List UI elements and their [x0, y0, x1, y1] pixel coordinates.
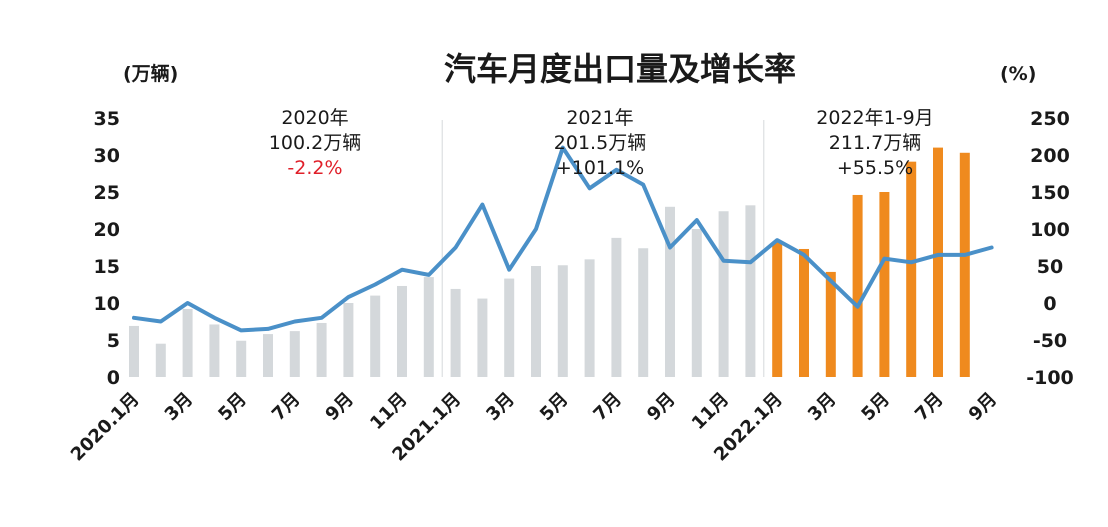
x-tick-label: 5月: [214, 389, 250, 425]
year-annotations: 2020年 100.2万辆 -2.2% 2021年 201.5万辆 +101.1% 2022…: [269, 107, 934, 179]
right-tick-label: -100: [1026, 367, 1074, 389]
x-tick-label: 9月: [965, 389, 1001, 425]
x-tick-label: 7月: [911, 389, 947, 425]
volume-bar: [691, 229, 702, 377]
volume-bar: [531, 266, 541, 377]
volume-bar: [129, 325, 139, 377]
annotation-growth: +55.5%: [837, 157, 913, 179]
volume-bar: [557, 265, 568, 377]
volume-bar: [665, 206, 675, 377]
x-tick-label: 9月: [643, 389, 679, 425]
right-axis-unit: (%): [1000, 63, 1036, 85]
annotation-growth-sign: +: [556, 157, 572, 179]
annotation-line: 211.7万辆: [829, 132, 921, 154]
volume-bar: [236, 340, 247, 377]
year-separators: [441, 120, 765, 377]
x-tick-label: 11月: [688, 389, 733, 434]
right-tick-label: 200: [1030, 145, 1070, 167]
left-tick-label: 15: [94, 256, 120, 278]
right-tick-label: 50: [1037, 256, 1063, 278]
x-tick-label: 5月: [536, 389, 572, 425]
volume-bar: [209, 324, 220, 377]
volume-bar: [825, 271, 836, 377]
growth-rate-line: [132, 145, 994, 333]
right-tick-label: 250: [1030, 108, 1070, 130]
annotation-growth-value: 101.1%: [572, 157, 644, 179]
volume-bar: [933, 147, 943, 377]
left-axis-ticks: 0 5 10 15 20 25 30 35: [94, 108, 120, 389]
volume-bar: [155, 343, 166, 377]
x-tick-label: 2020.1月: [67, 389, 144, 466]
left-tick-label: 10: [94, 293, 120, 315]
annotation-growth-value: 55.5%: [853, 157, 913, 179]
annotation-growth-sign: -: [287, 157, 294, 179]
volume-bar: [584, 259, 595, 377]
volume-bar: [504, 278, 515, 377]
right-tick-label: 0: [1043, 293, 1056, 315]
volume-bar: [772, 241, 783, 377]
left-tick-label: 5: [107, 330, 120, 352]
volume-bar: [182, 308, 193, 377]
volume-bar: [316, 322, 327, 377]
left-tick-label: 25: [94, 182, 120, 204]
annotation-growth: -2.2%: [287, 157, 342, 179]
right-tick-label: 100: [1030, 219, 1070, 241]
volume-bar: [611, 237, 622, 377]
volume-bar: [263, 334, 273, 377]
volume-bar: [477, 298, 488, 377]
right-tick-label: -50: [1033, 330, 1067, 352]
volume-bar: [959, 152, 970, 377]
chart-title: 汽车月度出口量及增长率: [444, 50, 796, 88]
volume-bar: [450, 288, 461, 377]
x-tick-label: 3月: [161, 389, 197, 425]
volume-bars: [129, 147, 970, 377]
x-tick-label: 11月: [366, 389, 411, 434]
left-tick-label: 30: [94, 145, 120, 167]
annotation-growth-sign: +: [837, 157, 853, 179]
x-tick-label: 5月: [857, 389, 893, 425]
x-tick-label: 3月: [804, 389, 840, 425]
volume-bar: [423, 277, 434, 377]
volume-bar: [638, 248, 649, 377]
volume-bar: [289, 331, 300, 377]
annotation-growth-value: 2.2%: [294, 157, 342, 179]
annotation-line: 2021年: [566, 107, 633, 129]
volume-bar: [799, 248, 809, 377]
left-tick-label: 20: [94, 219, 120, 241]
annotation-line: 201.5万辆: [554, 132, 646, 154]
volume-bar: [397, 285, 407, 377]
right-axis-ticks: -100 -50 0 50 100 150 200 250: [1026, 108, 1074, 389]
annotation-line: 2020年: [281, 107, 348, 129]
left-tick-label: 0: [107, 367, 120, 389]
x-tick-label: 9月: [321, 389, 357, 425]
volume-bar: [745, 205, 756, 377]
annotation-line: 2022年1-9月: [816, 107, 933, 129]
volume-bar: [852, 194, 863, 377]
volume-bar: [718, 211, 729, 377]
volume-bar: [343, 303, 354, 377]
annotation-growth: +101.1%: [556, 157, 644, 179]
x-tick-label: 3月: [482, 389, 518, 425]
growth-line: [132, 145, 994, 333]
x-tick-label: 7月: [589, 389, 625, 425]
volume-bar: [370, 295, 381, 377]
left-axis-unit: (万辆): [123, 62, 178, 85]
volume-bar: [879, 192, 890, 377]
x-tick-label: 7月: [268, 389, 304, 425]
annotation-line: 100.2万辆: [269, 132, 361, 154]
left-tick-label: 35: [94, 108, 120, 130]
right-tick-label: 150: [1030, 182, 1070, 204]
volume-bar: [906, 161, 917, 377]
